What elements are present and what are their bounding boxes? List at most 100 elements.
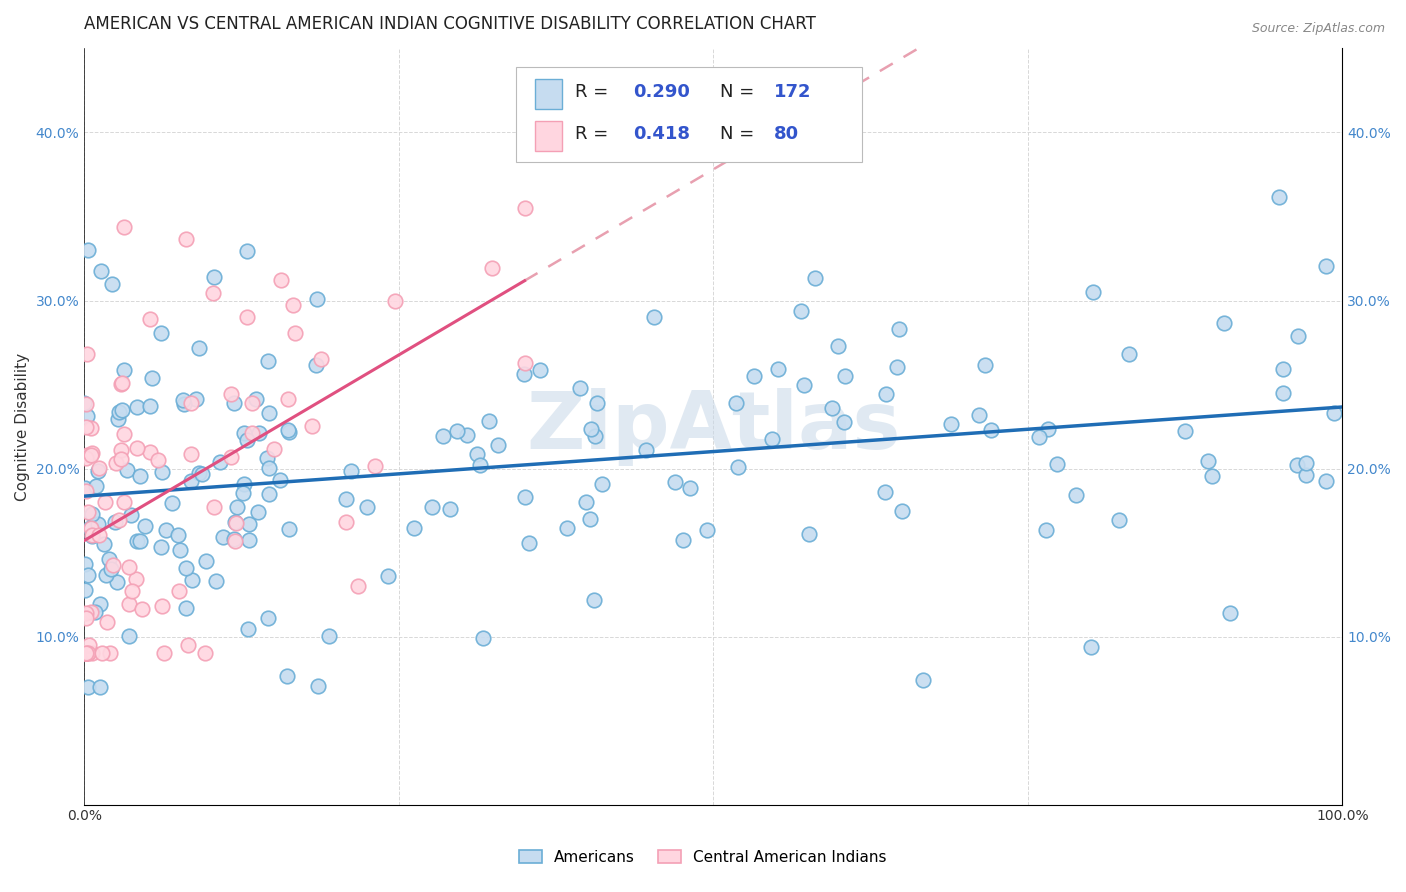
Point: [912, 673, 935, 687]
Point: [96, 615, 118, 629]
Point: [240, 396, 263, 410]
Text: R =: R =: [575, 83, 614, 101]
Point: [75, 646, 97, 660]
Point: [202, 285, 225, 300]
Point: [478, 414, 501, 428]
Point: [80, 445, 103, 459]
Point: [586, 395, 609, 409]
Point: [84, 605, 107, 619]
Point: [318, 629, 340, 643]
Text: N =: N =: [720, 83, 759, 101]
Point: [247, 425, 270, 440]
Point: [87, 464, 110, 478]
Point: [75, 419, 97, 434]
Point: [77, 646, 100, 660]
Point: [636, 442, 658, 457]
Point: [173, 397, 195, 411]
Point: [1080, 640, 1102, 655]
Point: [238, 533, 260, 548]
Point: [105, 574, 128, 589]
Point: [724, 395, 747, 409]
Point: [277, 522, 299, 536]
Point: [150, 465, 173, 479]
Point: [89, 680, 111, 694]
Point: [886, 359, 908, 374]
Point: [803, 271, 825, 285]
Point: [107, 404, 129, 418]
Point: [75, 450, 97, 465]
Point: [112, 363, 135, 377]
Point: [224, 516, 246, 530]
Point: [1028, 430, 1050, 444]
Point: [1315, 259, 1337, 273]
Point: [177, 638, 200, 652]
Point: [180, 396, 202, 410]
Point: [167, 584, 190, 599]
Point: [79, 521, 101, 535]
Point: [245, 392, 267, 406]
Point: [793, 378, 815, 392]
Point: [73, 396, 96, 410]
Text: 80: 80: [773, 125, 799, 143]
Point: [1064, 488, 1087, 502]
Point: [236, 433, 259, 447]
Point: [513, 490, 536, 504]
Point: [664, 475, 686, 490]
FancyBboxPatch shape: [534, 121, 562, 151]
Point: [579, 512, 602, 526]
Point: [224, 534, 246, 549]
Point: [108, 513, 131, 527]
Point: [517, 535, 540, 549]
Point: [139, 445, 162, 459]
Point: [205, 574, 228, 588]
Point: [110, 377, 132, 392]
Point: [1035, 523, 1057, 537]
Point: [232, 486, 254, 500]
Point: [84, 478, 107, 492]
Point: [277, 423, 299, 437]
Point: [100, 562, 122, 576]
Point: [281, 298, 304, 312]
Point: [82, 507, 104, 521]
Point: [141, 371, 163, 385]
Point: [139, 399, 162, 413]
Point: [76, 505, 98, 519]
Point: [104, 515, 127, 529]
Point: [513, 356, 536, 370]
Point: [696, 523, 718, 537]
Point: [256, 451, 278, 466]
Point: [125, 573, 148, 587]
Point: [889, 322, 911, 336]
Point: [575, 495, 598, 509]
Point: [238, 516, 260, 531]
Point: [80, 520, 103, 534]
Point: [91, 646, 114, 660]
Point: [134, 519, 156, 533]
Text: 172: 172: [773, 83, 811, 101]
Point: [891, 504, 914, 518]
Point: [75, 606, 97, 620]
Point: [208, 455, 231, 469]
Point: [75, 646, 97, 660]
Point: [821, 401, 844, 416]
Point: [790, 304, 813, 318]
Point: [149, 326, 172, 341]
Point: [1271, 386, 1294, 401]
Point: [101, 558, 124, 573]
Point: [93, 537, 115, 551]
Point: [1108, 513, 1130, 527]
Point: [77, 243, 100, 257]
Point: [236, 310, 259, 324]
Point: [1036, 422, 1059, 436]
Point: [305, 358, 328, 372]
Point: [112, 426, 135, 441]
Point: [236, 244, 259, 259]
Point: [513, 367, 536, 381]
Point: [335, 516, 357, 530]
Point: [377, 569, 399, 583]
Point: [432, 428, 454, 442]
Point: [75, 646, 97, 660]
Point: [278, 425, 301, 439]
Point: [75, 646, 97, 660]
Point: [98, 646, 121, 660]
